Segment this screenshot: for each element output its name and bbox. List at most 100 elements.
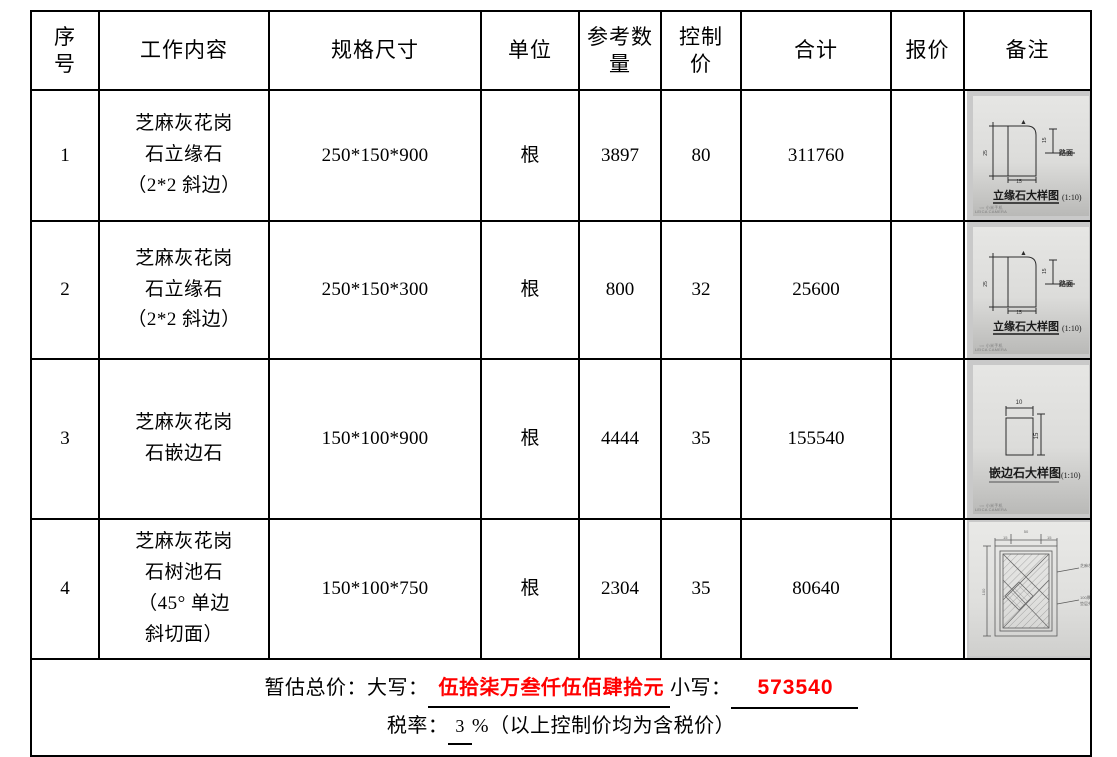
cell-control-price: 32 (660, 220, 742, 360)
svg-text:(1:10): (1:10) (1062, 193, 1082, 202)
cell-quantity: 4444 (578, 358, 662, 520)
svg-text:立缘石大样图: 立缘石大样图 (993, 188, 1059, 202)
work-line: 石立缘石 (144, 144, 223, 166)
svg-text:垫层夯实: 垫层夯实 (1080, 600, 1091, 606)
svg-text:15: 15 (1042, 137, 1048, 143)
cell-total: 25600 (740, 220, 892, 360)
table-row: 1 芝麻灰花岗 石立缘石 （2*2 斜边） 250*150*900 根 3897… (30, 89, 1092, 222)
cell-index: 3 (30, 358, 100, 520)
cell-unit: 根 (480, 358, 580, 520)
work-line: 芝麻灰花岗 (135, 531, 233, 553)
cell-total: 155540 (740, 358, 892, 520)
curbstone-detail-drawing-image: ▲ 15 25 15 路面 立缘石大样图 (1:10) (967, 223, 1089, 357)
svg-text:15: 15 (1016, 310, 1022, 316)
tax-rate-note: %（以上控制价均为含税价） (471, 715, 736, 738)
work-line: 石树池石 (144, 562, 223, 584)
summary-row: 暂估总价：大写： 伍拾柒万叁仟伍佰肆拾元 小写： 573540 税率： 3 %（以上控制价… (30, 658, 1092, 757)
cell-total: 80640 (740, 518, 892, 660)
svg-text:50: 50 (1024, 529, 1029, 534)
svg-text:(1:10): (1:10) (1062, 324, 1082, 333)
cell-remark: 50 15 15 100 芝麻灰花岗岩铺装 100厚C20混凝土 垫层夯实 (963, 518, 1092, 660)
cell-remark: ▲ 15 25 15 路面 立缘石大样图 (1:10) (963, 220, 1092, 360)
curbstone-detail-drawing-image: ▲ 15 25 15 路面 立缘石大样图 (1:10) (967, 92, 1089, 219)
amount-in-words-field[interactable]: 伍拾柒万叁仟伍佰肆拾元 (428, 671, 670, 709)
work-line: 芝麻灰花岗 (135, 247, 233, 269)
svg-text:▲: ▲ (1020, 119, 1027, 126)
svg-text:15: 15 (1047, 535, 1052, 540)
cell-control-price: 35 (660, 518, 742, 660)
cell-specification: 150*100*900 (268, 358, 482, 520)
column-header-work-content: 工作内容 (98, 10, 270, 91)
summary-line-tax: 税率： 3 %（以上控制价均为含税价） (32, 709, 1090, 746)
cell-remark: 10 15 嵌边石大样图 (1:10) ○○ 小米手机 LEICA CAMERA (963, 358, 1092, 520)
cell-summary: 暂估总价：大写： 伍拾柒万叁仟伍佰肆拾元 小写： 573540 税率： 3 %（以上控制价… (30, 658, 1092, 757)
quotation-table: 序号 工作内容 规格尺寸 单位 参考数量 控制价 合计 报价 备注 1 芝麻灰花… (30, 10, 1092, 757)
svg-text:(1:10): (1:10) (1061, 471, 1081, 480)
cell-work-content: 芝麻灰花岗 石嵌边石 (98, 358, 270, 520)
cell-specification: 250*150*900 (268, 89, 482, 222)
camera-watermark: ○○ 小米手机 LEICA CAMERA (975, 204, 1007, 215)
amount-in-figures-label: 小写： (669, 676, 732, 699)
summary-line-total: 暂估总价：大写： 伍拾柒万叁仟伍佰肆拾元 小写： 573540 (32, 670, 1090, 710)
cell-unit: 根 (480, 89, 580, 222)
column-header-unit: 单位 (480, 10, 580, 91)
column-header-offer-price: 报价 (890, 10, 965, 91)
work-line: 芝麻灰花岗 (135, 412, 233, 434)
svg-text:15: 15 (1003, 535, 1008, 540)
svg-text:15: 15 (1034, 432, 1040, 439)
amount-in-figures-field[interactable]: 573540 (731, 670, 858, 710)
camera-watermark: ○○ 小米手机 LEICA CAMERA (975, 502, 1007, 513)
column-header-index: 序号 (30, 10, 100, 91)
tree-pit-plan-drawing-image: 50 15 15 100 芝麻灰花岗岩铺装 100厚C20混凝土 垫层夯实 (967, 521, 1091, 657)
svg-text:▲: ▲ (1020, 250, 1027, 257)
amount-in-words-value: 伍拾柒万叁仟伍佰肆拾元 (438, 676, 664, 699)
svg-text:100厚C20混凝土: 100厚C20混凝土 (1080, 594, 1091, 600)
work-line: （2*2 斜边） (127, 174, 241, 196)
cell-work-content: 芝麻灰花岗 石立缘石 （2*2 斜边） (98, 89, 270, 222)
cell-quantity: 2304 (578, 518, 662, 660)
svg-text:嵌边石大样图: 嵌边石大样图 (989, 465, 1061, 480)
column-header-reference-quantity: 参考数量 (578, 10, 662, 91)
cell-work-content: 芝麻灰花岗 石立缘石 （2*2 斜边） (98, 220, 270, 360)
column-header-remark: 备注 (963, 10, 1092, 91)
cell-remark: ▲ 15 25 15 路面 立缘石大样图 (1:10) (963, 89, 1092, 222)
svg-text:立缘石大样图: 立缘石大样图 (993, 319, 1059, 333)
svg-text:15: 15 (1042, 268, 1048, 274)
work-line: 石嵌边石 (144, 443, 223, 464)
amount-in-figures-value: 573540 (757, 675, 834, 699)
tax-rate-field[interactable]: 3 (448, 711, 472, 746)
column-header-total: 合计 (740, 10, 892, 91)
cell-offer-price[interactable] (890, 358, 965, 520)
svg-text:25: 25 (983, 150, 989, 156)
cell-offer-price[interactable] (890, 518, 965, 660)
table-row: 3 芝麻灰花岗 石嵌边石 150*100*900 根 4444 35 15554… (30, 358, 1092, 520)
svg-text:芝麻灰花岗岩铺装: 芝麻灰花岗岩铺装 (1080, 562, 1091, 568)
work-line: 斜切面） (144, 623, 223, 645)
cell-quantity: 800 (578, 220, 662, 360)
cell-specification: 250*150*300 (268, 220, 482, 360)
cell-quantity: 3897 (578, 89, 662, 222)
column-header-specification: 规格尺寸 (268, 10, 482, 91)
edgestone-detail-drawing-image: 10 15 嵌边石大样图 (1:10) ○○ 小米手机 LEICA CAMERA (967, 361, 1089, 517)
table-header: 序号 工作内容 规格尺寸 单位 参考数量 控制价 合计 报价 备注 (30, 10, 1092, 91)
svg-text:10: 10 (1016, 400, 1023, 406)
camera-watermark: ○○ 小米手机 LEICA CAMERA (975, 342, 1007, 353)
work-line: （2*2 斜边） (127, 309, 241, 331)
total-price-label: 暂估总价：大写： (264, 676, 429, 699)
svg-text:路面: 路面 (1059, 279, 1073, 288)
column-header-control-price: 控制价 (660, 10, 742, 91)
cell-control-price: 80 (660, 89, 742, 222)
svg-text:路面: 路面 (1059, 148, 1073, 157)
tax-rate-label: 税率： (386, 715, 449, 738)
table-row: 2 芝麻灰花岗 石立缘石 （2*2 斜边） 250*150*300 根 800 … (30, 220, 1092, 360)
cell-offer-price[interactable] (890, 220, 965, 360)
cell-index: 1 (30, 89, 100, 222)
cell-specification: 150*100*750 (268, 518, 482, 660)
cell-offer-price[interactable] (890, 89, 965, 222)
cell-index: 4 (30, 518, 100, 660)
svg-text:15: 15 (1016, 179, 1022, 185)
table-row: 4 芝麻灰花岗 石树池石 （45° 单边 斜切面） 150*100*750 根 … (30, 518, 1092, 660)
cell-unit: 根 (480, 518, 580, 660)
cell-work-content: 芝麻灰花岗 石树池石 （45° 单边 斜切面） (98, 518, 270, 660)
